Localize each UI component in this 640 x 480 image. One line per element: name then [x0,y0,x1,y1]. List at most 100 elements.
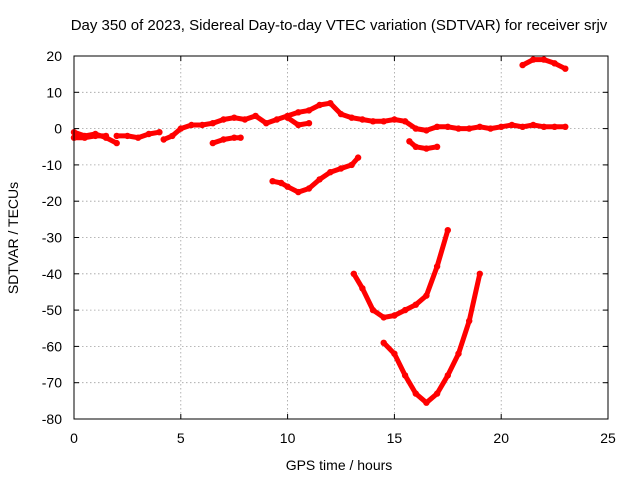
series-segment-4 [160,100,569,143]
series-line [270,155,361,195]
data-point [455,125,462,132]
data-point [354,154,362,161]
y-tick-label: -20 [42,193,62,209]
series-segment-10 [380,270,483,406]
data-point [237,134,244,141]
data-point [562,65,569,72]
series-segment-3 [113,129,163,141]
x-tick-label: 20 [493,430,509,446]
y-tick-label: -10 [42,157,62,173]
series-segment-7 [406,138,441,152]
data-point [350,270,357,277]
data-point [92,132,99,140]
data-point [209,120,216,127]
y-tick-label: 10 [46,84,62,100]
data-point [359,285,366,292]
data-point [284,114,291,121]
data-point [269,178,276,185]
data-point [81,134,88,141]
data-point [455,350,462,357]
data-point [220,116,227,123]
data-point [423,399,430,406]
data-point [401,306,409,314]
data-point [188,121,195,129]
data-point [466,125,473,132]
y-tick-label: -30 [42,230,62,246]
data-point [327,100,334,107]
data-point [380,314,387,321]
data-point [380,339,387,346]
series-segment-9 [350,227,451,321]
series-line [406,138,440,152]
data-point [391,350,398,357]
data-point [177,125,184,132]
series-segment-2 [70,132,110,141]
data-point [169,132,176,140]
x-tick-label: 0 [70,430,78,446]
data-point [423,145,430,152]
data-point [498,123,505,130]
series-line [71,133,109,141]
y-axis-label: SDTVAR / TECUs [5,182,21,294]
y-tick-label: -50 [42,302,62,318]
series-segment-11 [519,56,569,72]
data-point [327,169,334,176]
data-point [519,61,526,69]
data-point [273,116,281,123]
data-point [391,116,398,123]
series-segment-6 [209,134,244,147]
data-point [551,60,558,67]
data-point [263,120,270,127]
series-line [351,227,451,320]
tick-layer: 0 5 10 15 20 25 -80 -70 -60 -50 -40 -30 -20 -10 0 10 20 [42,48,616,446]
series-layer [70,56,569,406]
data-point [433,263,441,270]
x-tick-label: 15 [387,430,403,446]
data-point [412,125,419,132]
data-point [391,312,398,319]
data-point [433,143,441,150]
data-point [134,134,142,141]
data-point [406,138,413,145]
data-point [337,110,345,118]
x-tick-label: 10 [280,430,296,446]
data-point [160,136,167,143]
data-point [433,123,441,130]
data-point [241,116,249,123]
x-tick-label: 25 [600,430,616,446]
chart-title: Day 350 of 2023, Sidereal Day-to-day VTE… [71,17,608,34]
data-point [369,306,377,314]
data-point [433,390,441,397]
y-tick-label: -60 [42,338,62,354]
data-point [380,118,387,125]
y-tick-label: 20 [46,48,62,64]
y-tick-label: 0 [54,121,62,137]
data-point [295,121,302,129]
series-segment-8 [269,154,362,196]
data-point [476,270,483,277]
data-point [305,185,313,192]
data-point [444,123,451,130]
data-point [423,292,430,299]
data-point [113,139,120,147]
data-point [540,123,548,130]
data-point [199,121,206,129]
data-point [540,56,548,63]
data-point [278,179,285,187]
data-point [423,127,430,134]
data-point [466,317,473,325]
data-point [348,161,355,169]
y-tick-label: -80 [42,411,62,427]
grid-layer [74,56,608,419]
data-point [305,107,313,114]
x-axis-label: GPS time / hours [286,457,393,473]
data-point [156,129,163,136]
data-point [220,136,227,143]
data-point [284,183,291,190]
data-point [412,390,419,397]
data-point [412,143,419,150]
data-point [444,372,451,379]
data-point [316,176,323,183]
data-point [124,132,131,140]
